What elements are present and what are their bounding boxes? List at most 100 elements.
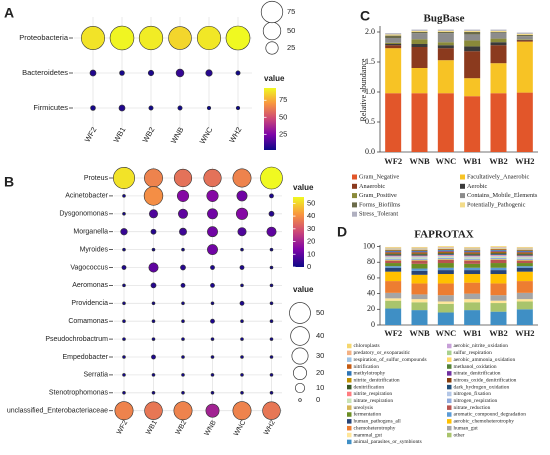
x-tick-label: WB1: [112, 125, 128, 144]
legend-swatch: [347, 412, 352, 417]
legend-swatch: [447, 343, 452, 349]
legend-label: nitrous_oxide_denitrification: [454, 376, 517, 383]
bubble: [196, 25, 222, 51]
legend-swatch: [460, 174, 465, 180]
x-tick-label: WB1: [145, 419, 159, 436]
x-tick-label: WNC: [435, 328, 456, 338]
bar-segment: [490, 274, 507, 284]
legend-label: sulfur_respiration: [454, 349, 493, 356]
bar-segment: [464, 274, 481, 283]
bar-segment: [516, 41, 533, 93]
legend-swatch: [447, 425, 452, 431]
legend-label: chemoheterotrophy: [354, 425, 396, 431]
legend-label: human_pathogens_all: [354, 419, 402, 425]
bubble: [118, 104, 126, 112]
legend-swatch: [352, 211, 357, 217]
legend-swatch: [460, 183, 465, 189]
bubble: [81, 26, 105, 50]
bar-segment: [385, 249, 402, 251]
legend-swatch: [347, 439, 352, 445]
colorbar: [293, 197, 304, 267]
bar-segment: [437, 250, 454, 251]
bar-segment: [411, 310, 428, 325]
bubble: [151, 319, 156, 323]
size-legend-label: 50: [287, 26, 295, 35]
bubble: [239, 300, 245, 306]
bubble: [151, 337, 156, 341]
y-tick-label: Proteobacteria: [19, 33, 69, 42]
bar-segment: [437, 33, 454, 43]
legend-swatch: [460, 193, 465, 199]
x-tick-label: WNB: [204, 419, 218, 437]
bubble: [260, 166, 283, 190]
bar-segment: [385, 93, 402, 152]
bar-segment: [490, 300, 507, 304]
bar-segment: [516, 39, 533, 40]
bubble: [240, 283, 244, 288]
bar-segment: [490, 250, 507, 252]
bar-segment: [385, 48, 402, 94]
bubble: [205, 69, 213, 77]
bubble: [207, 226, 218, 238]
bar-segment: [464, 32, 481, 35]
bar-segment: [385, 44, 402, 46]
legend-label: Forms_Biofilms: [359, 201, 401, 208]
bubble: [210, 355, 215, 359]
bubble: [177, 105, 183, 111]
bubble: [210, 337, 215, 341]
size-legend-circle: [298, 398, 302, 402]
y-tick-label: 1.0: [365, 87, 375, 96]
y-tick-label: 0.0: [365, 147, 375, 156]
bar-segment: [516, 258, 533, 260]
chart-title: BugBase: [424, 13, 465, 25]
legend-swatch: [447, 405, 452, 410]
legend-swatch: [347, 343, 352, 349]
bar-segment: [437, 251, 454, 253]
bar-segment: [464, 249, 481, 251]
legend-swatch: [347, 378, 352, 383]
bar-segment: [490, 63, 507, 94]
bar-segment: [437, 248, 454, 250]
panel: A WF2 WB1 WB2 WNB WNC WH2 Proteobacteria Bactero…: [4, 0, 295, 150]
bar-segment: [464, 251, 481, 253]
bar-segment: [516, 33, 533, 35]
bar-segment: [437, 45, 454, 49]
bar-segment: [437, 252, 454, 254]
y-tick-label: Stenotrophomonas: [49, 390, 109, 397]
bar-segment: [516, 40, 533, 42]
bubble: [210, 373, 215, 377]
bubble: [210, 318, 215, 324]
bubble: [122, 391, 126, 395]
bar-segment: [385, 256, 402, 258]
legend-label: Aerobic: [467, 183, 487, 190]
legend-label: nitrogen_respiration: [454, 398, 498, 404]
bar-segment: [437, 60, 454, 94]
bubble: [89, 69, 97, 77]
legend-swatch: [347, 364, 352, 369]
bar-segment: [490, 251, 507, 253]
size-legend-title: value: [293, 285, 314, 294]
bar-segment: [464, 258, 481, 260]
bar-segment: [385, 34, 402, 36]
bar-segment: [437, 259, 454, 260]
panel-label: C: [360, 8, 370, 24]
x-tick-label: WNC: [435, 156, 456, 166]
y-tick-label: Serratia: [83, 372, 108, 379]
bar-segment: [411, 47, 428, 68]
bar-segment: [385, 292, 402, 299]
bubble: [144, 168, 163, 188]
bar-segment: [516, 32, 533, 34]
bubble: [207, 208, 218, 220]
bubble: [240, 373, 244, 377]
legend-label: nitrate_reduction: [454, 405, 491, 411]
legend-label: nitrification: [354, 363, 380, 370]
bar-segment: [464, 310, 481, 325]
bubble: [150, 282, 157, 289]
bar-segment: [437, 267, 454, 271]
x-tick-label: WF2: [384, 328, 402, 338]
y-tick-label: Pseudochrobactrum: [45, 336, 108, 343]
y-tick-label: 20: [367, 304, 375, 313]
bubble: [90, 105, 96, 111]
y-tick-label: Proteus: [84, 175, 109, 182]
legend-label: Stress_Tolerant: [359, 211, 398, 218]
